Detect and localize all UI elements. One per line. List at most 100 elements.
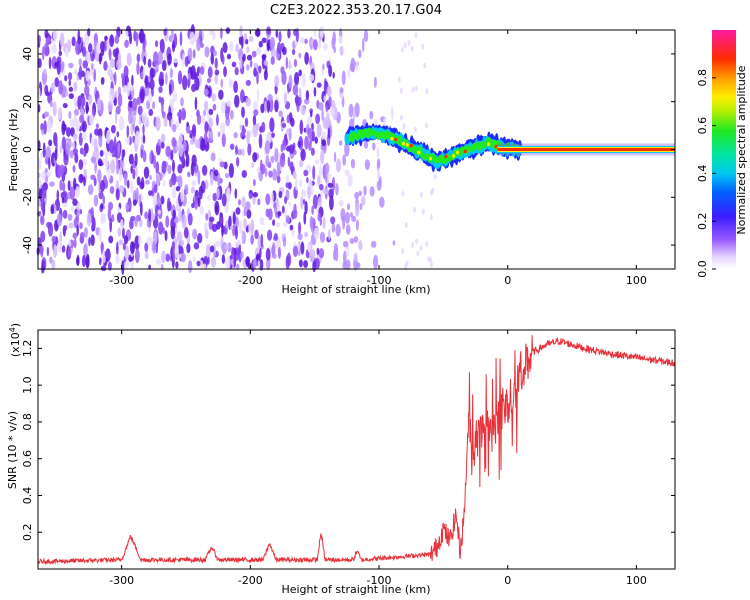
spectrogram-noise-blob [255, 28, 261, 38]
spectrogram-noise-blob [191, 180, 197, 187]
spectrogram-noise-blob [181, 213, 187, 229]
spectrogram-noise-blob [415, 238, 419, 245]
spectrogram-noise-blob [72, 198, 78, 207]
spectrogram-noise-blob [258, 40, 263, 48]
spectrogram-noise-blob [180, 188, 185, 203]
spectrogram-noise-blob [48, 56, 52, 70]
spectrogram-noise-blob [165, 215, 170, 228]
spectrogram-noise-blob [73, 108, 80, 116]
spectrogram-noise-blob [363, 185, 367, 196]
spectrogram-noise-blob [407, 39, 411, 46]
spectrogram-noise-blob [354, 102, 360, 118]
spectrogram-noise-blob [161, 250, 166, 264]
spectrogram-noise-blob [259, 247, 262, 259]
spectrogram-ridge-hotspot [394, 137, 398, 142]
spectrogram-noise-blobs [36, 24, 437, 276]
spectrogram-noise-blob [273, 233, 278, 240]
snr-y-tick-label: 0.4 [21, 487, 34, 505]
spectrogram-noise-blob [203, 100, 209, 111]
spectrogram-noise-blob [107, 168, 111, 181]
spectrogram-noise-blob [306, 176, 309, 184]
spectrogram-noise-blob [126, 52, 132, 66]
spectrogram-noise-blob [140, 134, 144, 145]
spectrogram-noise-blob [157, 50, 163, 65]
spectrogram-noise-blob [86, 253, 90, 268]
spectrogram-noise-blob [43, 68, 47, 75]
spectrogram-noise-blob [263, 60, 269, 66]
spectrogram-noise-blob [295, 176, 298, 191]
spectrogram-noise-blob [243, 206, 247, 217]
spectrogram-noise-blob [299, 104, 303, 113]
snr-y-tick-label: 0.2 [21, 523, 34, 541]
spectrogram-noise-blob [326, 86, 332, 97]
spectrogram-noise-blob [106, 65, 112, 78]
spectrogram-ridge-hotspot [428, 156, 433, 161]
spectrogram-noise-blob [48, 139, 53, 147]
spectrogram-noise-blob [264, 140, 271, 155]
spectrogram-noise-blob [165, 72, 168, 85]
spectrogram-noise-blob [358, 49, 362, 59]
spectrogram-noise-blob [213, 49, 217, 57]
spectrogram-noise-blob [369, 186, 375, 197]
spectrogram-noise-blob [192, 228, 198, 240]
spectrogram-noise-blob [248, 36, 254, 42]
spectrogram-noise-blob [130, 121, 134, 136]
spectrogram-noise-blob [69, 118, 75, 128]
colorbar: 0.0 0.2 0.4 0.6 0.8 Normalized spectral ampl… [696, 30, 748, 278]
spectrogram-noise-blob [77, 36, 82, 45]
spectrogram-noise-blob [71, 36, 76, 47]
spectrogram-noise-blob [280, 143, 284, 153]
spectrogram-noise-blob [58, 50, 62, 57]
spectrogram-noise-blob [345, 259, 351, 271]
spectrogram-noise-blob [297, 140, 302, 148]
spectrogram-noise-blob [347, 174, 353, 187]
spectrogram-noise-blob [61, 245, 66, 253]
spectrogram-noise-blob [81, 120, 87, 133]
spectrogram-noise-blob [90, 156, 97, 164]
spectrogram-noise-blob [171, 241, 175, 251]
spectrogram-noise-blob [354, 191, 360, 200]
spectrogram-noise-blob [266, 27, 271, 35]
spectrogram-noise-blob [332, 71, 335, 79]
spectrogram-noise-blob [236, 239, 242, 246]
spectrogram-noise-blob [271, 241, 276, 257]
spectrogram-noise-blob [288, 59, 291, 70]
spectrogram-noise-blob [89, 69, 94, 77]
spectrogram-noise-blob [313, 30, 316, 38]
spectrogram-noise-blob [299, 158, 304, 168]
spectrogram-noise-blob [219, 161, 225, 168]
spectrogram-noise-blob [256, 71, 259, 85]
spectrogram-noise-blob [141, 112, 148, 124]
spectrogram-noise-blob [99, 40, 105, 53]
spectrogram-noise-blob [277, 211, 282, 217]
spectrogram-noise-blob [109, 87, 115, 103]
spectrogram-noise-blob [253, 67, 257, 77]
spectrogram-noise-blob [261, 121, 266, 133]
spectrogram-noise-blob [303, 127, 307, 133]
spectrogram-noise-blob [136, 62, 140, 75]
spectrogram-noise-blob [155, 172, 160, 187]
spectrogram-noise-blob [429, 213, 433, 220]
spectrogram-noise-blob [184, 184, 189, 195]
colorbar-label: Normalized spectral amplitude [735, 65, 748, 234]
spectrogram-noise-blob [46, 246, 50, 257]
spectrogram-noise-blob [156, 258, 162, 265]
spectrogram-noise-blob [300, 36, 305, 44]
colorbar-tick-label: 0.6 [696, 117, 709, 135]
spectrogram-noise-blob [154, 40, 159, 48]
spectrogram-noise-blob [249, 129, 253, 137]
spectrogram-noise-blob [211, 223, 218, 233]
spectrogram-noise-blob [309, 36, 314, 51]
spectrogram-noise-blob [78, 173, 84, 184]
spectrogram-noise-blob [269, 36, 276, 49]
spectrogram-noise-blob [277, 42, 282, 55]
spectrogram-noise-blob [218, 89, 224, 100]
spectrogram-noise-blob [261, 37, 267, 44]
spectrogram-noise-blob [342, 154, 347, 166]
spectrogram-noise-blob [81, 255, 86, 268]
spectrogram-noise-blob [199, 66, 205, 76]
spectrogram-noise-blob [318, 164, 322, 179]
spectrogram-noise-blob [210, 152, 216, 162]
spectrogram-noise-blob [172, 209, 176, 220]
spectrogram-noise-blob [122, 162, 126, 172]
